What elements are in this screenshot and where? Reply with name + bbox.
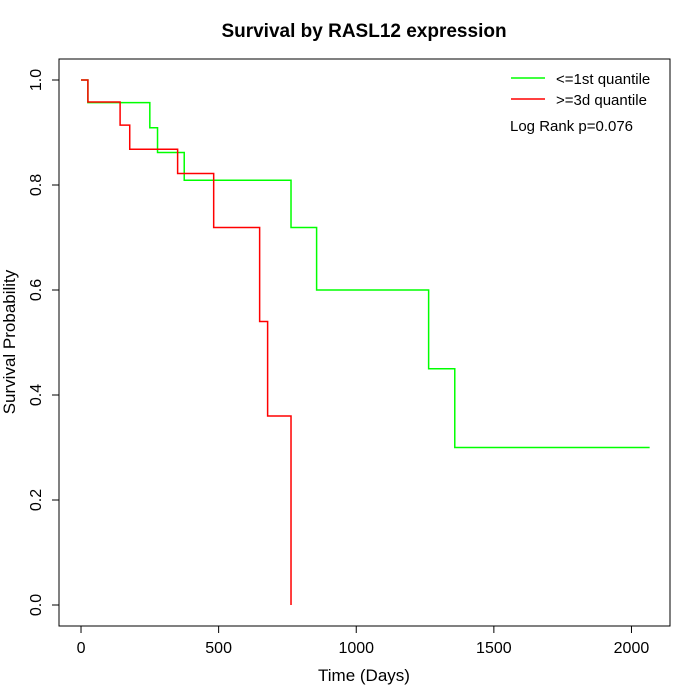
x-tick-label: 1000 xyxy=(338,640,374,657)
x-tick-label: 500 xyxy=(205,640,232,657)
survival-curve-series-2 xyxy=(81,79,292,605)
legend-label-series-1: <=1st quantile xyxy=(556,71,650,88)
x-axis-label: Time (Days) xyxy=(318,666,410,685)
chart-title: Survival by RASL12 expression xyxy=(221,21,506,42)
legend: <=1st quantile >=3d quantile xyxy=(511,71,650,109)
y-tick-label: 1.0 xyxy=(28,69,45,91)
survival-curve-series-1 xyxy=(81,79,650,449)
log-rank-annotation: Log Rank p=0.076 xyxy=(510,118,633,135)
y-tick-label: 0.6 xyxy=(28,279,45,301)
y-axis: 0.0 0.2 0.4 0.6 0.8 1.0 xyxy=(28,69,60,616)
y-tick-label: 0.2 xyxy=(28,489,45,511)
x-axis: 0 500 1000 1500 2000 xyxy=(77,625,650,657)
x-tick-label: 2000 xyxy=(614,640,650,657)
y-axis-label: Survival Probability xyxy=(0,269,19,414)
y-tick-label: 0.0 xyxy=(28,594,45,616)
x-tick-label: 0 xyxy=(77,640,86,657)
legend-label-series-2: >=3d quantile xyxy=(556,92,647,109)
series-layer xyxy=(81,79,650,605)
y-tick-label: 0.4 xyxy=(28,384,45,406)
y-tick-label: 0.8 xyxy=(28,174,45,196)
plot-frame xyxy=(58,58,671,627)
x-tick-label: 1500 xyxy=(476,640,512,657)
